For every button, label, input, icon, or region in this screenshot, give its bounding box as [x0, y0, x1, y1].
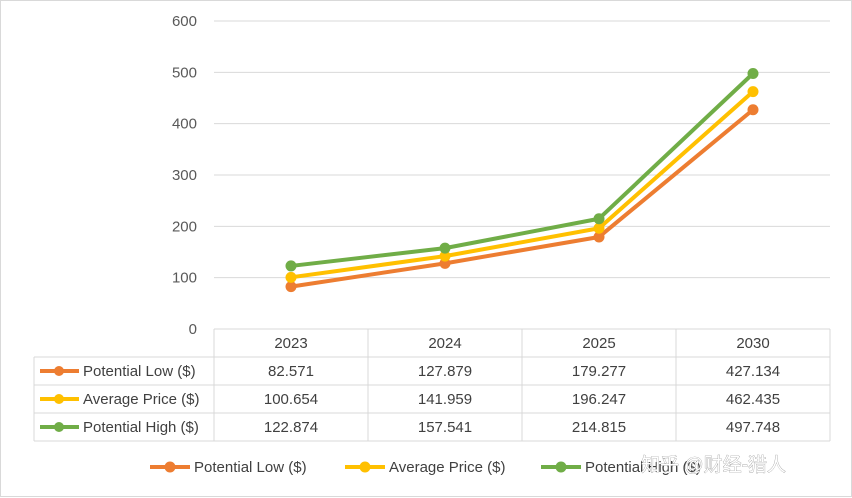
table-cell-value: 82.571 — [268, 363, 314, 380]
y-tick-label: 100 — [172, 270, 197, 287]
data-point — [285, 281, 297, 293]
series-line — [290, 90, 755, 280]
y-tick-label: 200 — [172, 218, 197, 235]
data-point — [747, 104, 759, 116]
data-point — [593, 231, 605, 243]
table-cell-value: 497.748 — [726, 419, 780, 436]
table-series-name: Average Price ($) — [83, 391, 199, 408]
x-tick-label: 2023 — [274, 335, 307, 352]
y-tick-label: 300 — [172, 167, 197, 184]
series-line — [290, 108, 755, 289]
table-cell-value: 141.959 — [418, 391, 472, 408]
table-cell-value: 122.874 — [264, 419, 318, 436]
y-tick-label: 500 — [172, 64, 197, 81]
table-cell-value: 214.815 — [572, 419, 626, 436]
legend-marker — [164, 461, 176, 473]
data-point — [593, 222, 605, 234]
data-point — [593, 213, 605, 225]
legend-marker — [555, 461, 567, 473]
table-series-name: Potential Low ($) — [83, 363, 196, 380]
data-table: 2023 2024 2025 2030 Potential Low ($) 82.571 1… — [33, 328, 831, 442]
table-legend-marker — [54, 422, 64, 432]
table-legend-marker — [54, 394, 64, 404]
data-point — [439, 250, 451, 262]
table-cell-value: 196.247 — [572, 391, 626, 408]
x-tick-label: 2025 — [582, 335, 615, 352]
y-axis-ticks: 0 100 200 300 400 500 600 — [172, 13, 197, 338]
y-tick-label: 0 — [189, 321, 197, 338]
table-legend-marker — [54, 366, 64, 376]
legend-marker — [359, 461, 371, 473]
table-cell-value: 427.134 — [726, 363, 780, 380]
x-tick-label: 2024 — [428, 335, 461, 352]
table-cell-value: 100.654 — [264, 391, 318, 408]
data-point — [747, 86, 759, 98]
legend-label: Potential Low ($) — [194, 459, 307, 476]
legend: Potential Low ($) Average Price ($) Potent… — [150, 459, 701, 476]
legend-label: Average Price ($) — [389, 459, 505, 476]
data-point — [747, 67, 759, 79]
data-point — [439, 242, 451, 254]
data-point — [285, 271, 297, 283]
series-lines — [285, 67, 759, 293]
watermark-text: 知乎 @财经-猎人 — [641, 454, 786, 476]
table-cell-value: 462.435 — [726, 391, 780, 408]
data-point — [285, 260, 297, 272]
table-cell-value: 179.277 — [572, 363, 626, 380]
table-cell-value: 157.541 — [418, 419, 472, 436]
y-tick-label: 600 — [172, 13, 197, 30]
x-tick-label: 2030 — [736, 335, 769, 352]
series-line — [290, 72, 755, 268]
y-tick-label: 400 — [172, 116, 197, 133]
table-cell-value: 127.879 — [418, 363, 472, 380]
gridlines — [214, 20, 830, 279]
table-series-name: Potential High ($) — [83, 419, 199, 436]
legend-label: Potential High ($) — [585, 459, 701, 476]
